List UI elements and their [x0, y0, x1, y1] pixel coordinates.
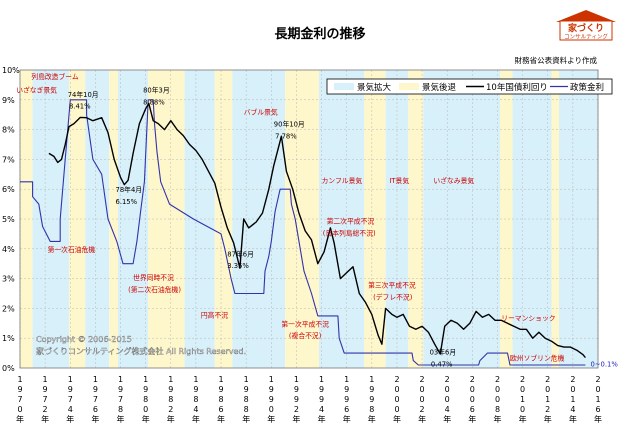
y-tick-label: 9%	[2, 96, 15, 105]
copyright: Copyright © 2006-2015 家づくりコンサルティング株式会社 A…	[36, 335, 246, 356]
annotation-label: 87年6月	[227, 249, 254, 258]
recession-band	[20, 70, 33, 368]
annotation-label: いざなみ景気	[433, 176, 474, 185]
annotation-label: (デフレ不況)	[373, 293, 413, 302]
legend-swatch-expansion	[334, 83, 354, 90]
copyright-line-2: 家づくりコンサルティング株式会社 All Rights Reserved.	[36, 346, 246, 356]
annotation-label: バブル景気	[244, 108, 278, 117]
annotation-label: 欧州ソブリン危機	[510, 354, 565, 363]
annotation-label: 第三次平成不況	[368, 281, 416, 290]
recession-band	[551, 70, 560, 368]
legend: 景気拡大 景気後退 10年国債利回り 政策金利	[326, 78, 613, 95]
annotation-label: 74年10月	[68, 90, 99, 99]
y-axis: 0% 1% 2% 3% 4% 5% 6% 7% 8% 9% 10%	[2, 66, 20, 373]
y-tick-label: 5%	[2, 215, 15, 224]
y-tick-label: 4%	[2, 245, 15, 254]
recession-band	[214, 70, 233, 368]
annotation-label: 6.15%	[116, 198, 138, 206]
logo: 家づくり コンサルティング	[556, 10, 616, 41]
annotation-label: (複合不況)	[289, 331, 322, 340]
copyright-line-1: Copyright © 2006-2015	[36, 335, 132, 344]
annotation-label: 3.35%	[227, 262, 249, 270]
plot-frame	[19, 69, 599, 369]
annotation-label: 第一次石油危機	[48, 245, 96, 254]
gridlines	[19, 69, 599, 369]
annotation-label: 78年4月	[116, 185, 143, 194]
y-tick-label: 1%	[2, 334, 15, 343]
x-axis: 1 9 7 0 年 1 9 7 2 年 1 9 7 4 年 1 9 7 6 年 1 9 7 8 年 1 9 8 0 年 1 9 8 2 年 1 9 8 4 年…	[16, 375, 602, 424]
y-tick-label: 8%	[2, 126, 15, 135]
y-tick-label: 7%	[2, 155, 15, 164]
annotation-label: 80年3月	[143, 85, 170, 94]
annotation-label: 03年6月	[430, 348, 457, 357]
expansion-band	[32, 70, 70, 368]
legend-label-recession: 景気後退	[422, 82, 457, 93]
annotation-label: (日本列島総不況)	[323, 228, 376, 237]
y-tick-label: 6%	[2, 185, 15, 194]
logo-text-bottom: コンサルティング	[564, 33, 608, 41]
annotation-label: 第一次平成不況	[281, 319, 329, 328]
recession-band	[364, 70, 386, 368]
recession-band	[408, 70, 424, 368]
y-tick-label: 0%	[2, 364, 15, 373]
logo-roof	[556, 10, 616, 22]
annotation-label: 円高不況	[201, 310, 228, 319]
annotation-label: (第二次石油危機)	[128, 285, 181, 294]
source-note: 財務省公表資料より作成	[515, 55, 598, 65]
legend-label-expansion: 景気拡大	[357, 82, 392, 93]
y-tick-label: 2%	[2, 304, 15, 313]
legend-swatch-recession	[399, 83, 419, 90]
logo-text-top: 家づくり	[568, 22, 604, 34]
logo-box	[559, 20, 613, 41]
annotation-label: 0~0.1%	[591, 361, 619, 369]
chart-title: 長期金利の推移	[274, 26, 365, 42]
recession-band	[499, 70, 513, 368]
y-tick-label: 10%	[2, 66, 20, 75]
annotation-label: カンフル景気	[322, 176, 363, 185]
annotation-label: 8.41%	[69, 103, 91, 111]
legend-label-policy: 政策金利	[570, 82, 604, 93]
annotation-label: 8.88%	[143, 98, 165, 106]
annotation-label: 第二次平成不況	[327, 217, 375, 226]
legend-label-bond: 10年国債利回り	[486, 82, 548, 93]
annotation-label: 世界同時不況	[133, 273, 174, 282]
annotation-label: 列島改造ブーム	[31, 72, 79, 81]
annotation-label: いざなぎ景気	[16, 85, 57, 94]
y-tick-label: 3%	[2, 275, 15, 284]
policy-rate-line	[20, 99, 586, 366]
annotation-label: 0.47%	[431, 361, 453, 369]
annotation-label: IT景気	[389, 176, 409, 185]
annotation-label: 90年10月	[274, 120, 305, 129]
annotation-label: リーマンショック	[501, 314, 555, 322]
annotation-label: 7.78%	[275, 133, 297, 141]
bond-yield-series	[48, 102, 586, 359]
